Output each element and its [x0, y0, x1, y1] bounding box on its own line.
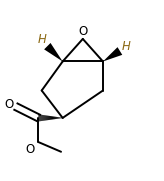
Polygon shape — [56, 117, 57, 119]
Polygon shape — [51, 116, 52, 120]
Polygon shape — [48, 116, 49, 120]
Text: O: O — [78, 25, 87, 38]
Polygon shape — [44, 43, 63, 62]
Polygon shape — [49, 116, 50, 120]
Polygon shape — [55, 117, 56, 119]
Polygon shape — [39, 115, 40, 121]
Polygon shape — [103, 47, 122, 62]
Polygon shape — [50, 116, 51, 120]
Polygon shape — [61, 117, 62, 118]
Polygon shape — [47, 116, 48, 120]
Polygon shape — [41, 115, 42, 121]
Text: H: H — [122, 40, 131, 53]
Polygon shape — [40, 115, 41, 121]
Polygon shape — [43, 115, 44, 121]
Polygon shape — [44, 115, 45, 121]
Text: H: H — [38, 33, 47, 46]
Polygon shape — [60, 117, 61, 119]
Text: O: O — [25, 143, 34, 156]
Polygon shape — [58, 117, 59, 119]
Polygon shape — [59, 117, 60, 119]
Polygon shape — [57, 117, 58, 119]
Polygon shape — [54, 117, 55, 119]
Polygon shape — [53, 116, 54, 119]
Polygon shape — [46, 115, 47, 120]
Polygon shape — [52, 116, 53, 120]
Polygon shape — [42, 115, 43, 121]
Polygon shape — [45, 115, 46, 121]
Text: O: O — [4, 98, 13, 111]
